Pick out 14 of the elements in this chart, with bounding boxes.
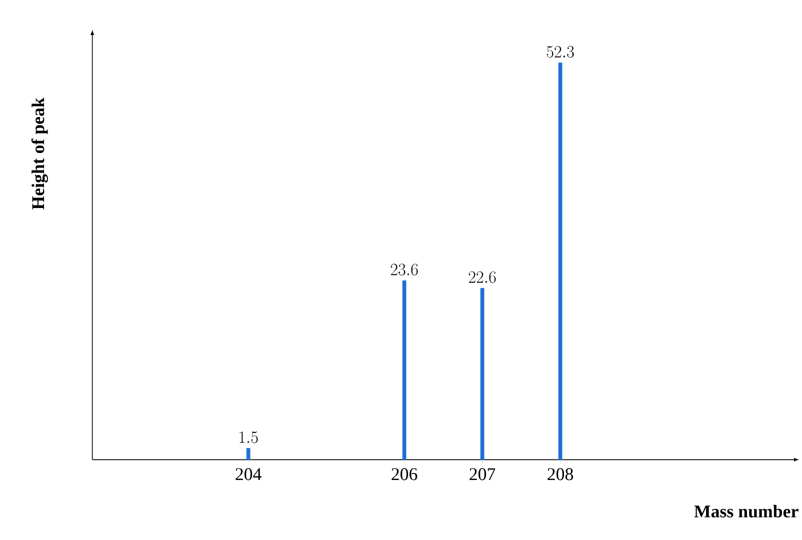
y-axis-title: Height of peak [31,98,48,210]
x-axis-title: Mass number [694,504,798,518]
x-tick-label: 207 [470,468,496,480]
bar [480,288,484,460]
x-tick-label: 208 [548,468,574,480]
bar [246,448,250,460]
x-tick-label: 206 [392,468,418,480]
data-label: 1 .5 [240,431,258,444]
x-tick-label: 204 [236,468,262,480]
bar [402,280,406,460]
data-label: 22.6 [468,271,496,283]
data-label: 23.6 [390,264,418,276]
bar [558,62,562,460]
data-label: 52.3 [546,46,574,58]
